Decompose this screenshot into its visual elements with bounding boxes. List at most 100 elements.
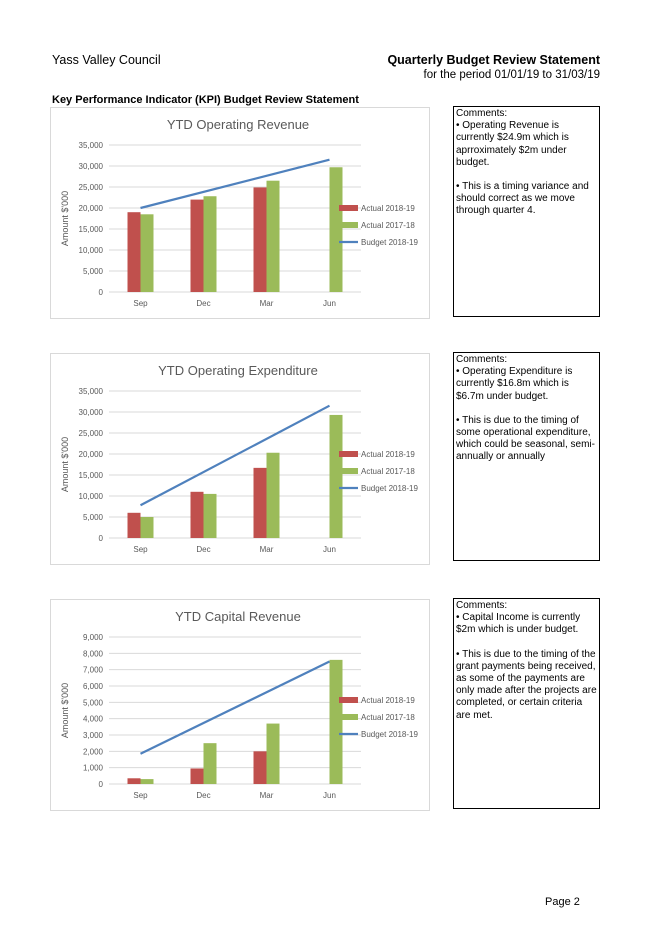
comment-box-capital-revenue: Comments: • Capital Income is currently … — [453, 598, 600, 809]
legend-swatch — [339, 451, 358, 457]
bar-actual-2017-18 — [203, 743, 217, 784]
comment-heading: Comments: — [456, 600, 508, 611]
y-tick-label: 20,000 — [79, 450, 104, 459]
bar-actual-2017-18 — [203, 493, 217, 538]
y-tick-label: 10,000 — [79, 246, 104, 255]
legend-label: Actual 2017-18 — [361, 713, 415, 722]
comment-heading: Comments: — [456, 108, 508, 119]
bar-actual-2018-19 — [127, 212, 141, 292]
y-axis-label: Amount $'000 — [60, 437, 70, 492]
bar-actual-2017-18 — [140, 779, 154, 784]
y-tick-label: 3,000 — [83, 731, 104, 740]
comment-paragraph: • This is due to the timing of the grant… — [456, 648, 597, 721]
x-tick-label: Mar — [260, 545, 274, 554]
x-tick-label: Mar — [260, 299, 274, 308]
legend-swatch — [339, 222, 358, 228]
bar-actual-2017-18 — [329, 659, 343, 784]
bar-actual-2017-18 — [140, 517, 154, 538]
bar-actual-2018-19 — [190, 768, 204, 784]
y-tick-label: 35,000 — [79, 387, 104, 396]
y-tick-label: 30,000 — [79, 408, 104, 417]
legend-label: Actual 2018-19 — [361, 696, 415, 705]
x-tick-label: Mar — [260, 791, 274, 800]
chart-svg: YTD Operating Expenditure 0 5,000 10,000 15,… — [60, 363, 418, 554]
y-tick-label: 20,000 — [79, 204, 104, 213]
reporting-period: for the period 01/01/19 to 31/03/19 — [423, 69, 600, 81]
statement-title: Quarterly Budget Review Statement — [387, 53, 600, 67]
y-tick-label: 1,000 — [83, 764, 104, 773]
bar-actual-2018-19 — [253, 467, 267, 538]
comment-box-operating-expenditure: Comments: • Operating Expenditure is cur… — [453, 352, 600, 561]
budget-line — [140, 158, 330, 210]
y-tick-label: 15,000 — [79, 225, 104, 234]
x-tick-label: Dec — [196, 299, 210, 308]
y-tick-label: 4,000 — [83, 715, 104, 724]
y-tick-label: 15,000 — [79, 471, 104, 480]
y-tick-label: 35,000 — [79, 141, 104, 150]
chart-operating-revenue: YTD Operating Revenue 0 5,000 10,000 15,000 2… — [50, 107, 430, 319]
chart-capital-revenue: YTD Capital Revenue 0 1,000 2,000 3,000 4,000… — [50, 599, 430, 811]
y-tick-label: 2,000 — [83, 747, 104, 756]
y-tick-label: 5,000 — [83, 698, 104, 707]
chart-svg: YTD Capital Revenue 0 1,000 2,000 3,000 4,000… — [60, 609, 418, 800]
comment-paragraph: • This is a timing variance and should c… — [456, 181, 589, 217]
bar-actual-2018-19 — [190, 199, 204, 292]
comment-paragraph: • Operating Expenditure is currently $16… — [456, 366, 573, 402]
bar-actual-2017-18 — [266, 180, 280, 292]
bar-actual-2018-19 — [127, 778, 141, 784]
bar-actual-2017-18 — [266, 723, 280, 784]
y-tick-label: 9,000 — [83, 633, 104, 642]
y-tick-label: 8,000 — [83, 649, 104, 658]
comment-paragraph: • Operating Revenue is currently $24.9m … — [456, 120, 569, 168]
x-tick-label: Sep — [133, 299, 148, 308]
council-name: Yass Valley Council — [52, 53, 161, 67]
legend-label: Budget 2018-19 — [361, 238, 418, 247]
legend-label: Actual 2018-19 — [361, 450, 415, 459]
x-tick-label: Jun — [323, 299, 336, 308]
comment-box-operating-revenue: Comments: • Operating Revenue is current… — [453, 106, 600, 317]
comment-paragraph: • This is due to the timing of some oper… — [456, 414, 595, 463]
y-tick-label: 0 — [99, 288, 104, 297]
y-tick-label: 6,000 — [83, 682, 104, 691]
x-tick-label: Jun — [323, 791, 336, 800]
x-tick-label: Dec — [196, 791, 210, 800]
bar-actual-2018-19 — [253, 187, 267, 292]
legend-swatch — [339, 714, 358, 720]
legend-label: Budget 2018-19 — [361, 730, 418, 739]
chart-title: YTD Operating Expenditure — [158, 363, 318, 378]
comment-paragraph: • Capital Income is currently $2m which … — [456, 612, 581, 636]
y-axis-label: Amount $'000 — [60, 683, 70, 738]
bar-actual-2017-18 — [266, 452, 280, 538]
y-tick-label: 0 — [99, 534, 104, 543]
y-tick-label: 0 — [99, 780, 104, 789]
legend-swatch — [339, 468, 358, 474]
legend-label: Actual 2017-18 — [361, 221, 415, 230]
x-tick-label: Sep — [133, 791, 148, 800]
bar-actual-2017-18 — [329, 167, 343, 292]
budget-line — [140, 660, 330, 755]
legend-label: Budget 2018-19 — [361, 484, 418, 493]
bar-actual-2017-18 — [140, 214, 154, 292]
chart-title: YTD Capital Revenue — [175, 609, 301, 624]
bar-actual-2018-19 — [253, 751, 267, 784]
comment-heading: Comments: — [456, 354, 508, 365]
bar-actual-2018-19 — [127, 512, 141, 538]
y-tick-label: 5,000 — [83, 267, 104, 276]
x-tick-label: Sep — [133, 545, 148, 554]
y-tick-label: 25,000 — [79, 183, 104, 192]
legend-label: Actual 2017-18 — [361, 467, 415, 476]
chart-svg: YTD Operating Revenue 0 5,000 10,000 15,000 2… — [60, 117, 418, 308]
y-tick-label: 10,000 — [79, 492, 104, 501]
chart-title: YTD Operating Revenue — [167, 117, 309, 132]
budget-line — [139, 404, 331, 507]
y-axis-label: Amount $'000 — [60, 191, 70, 246]
y-tick-label: 25,000 — [79, 429, 104, 438]
section-title: Key Performance Indicator (KPI) Budget R… — [52, 94, 359, 106]
page-number: Page 2 — [545, 896, 580, 908]
bar-actual-2018-19 — [190, 491, 204, 538]
bar-actual-2017-18 — [329, 414, 343, 538]
chart-operating-expenditure: YTD Operating Expenditure 0 5,000 10,000 15,… — [50, 353, 430, 565]
legend-swatch — [339, 697, 358, 703]
legend-label: Actual 2018-19 — [361, 204, 415, 213]
legend-swatch — [339, 205, 358, 211]
